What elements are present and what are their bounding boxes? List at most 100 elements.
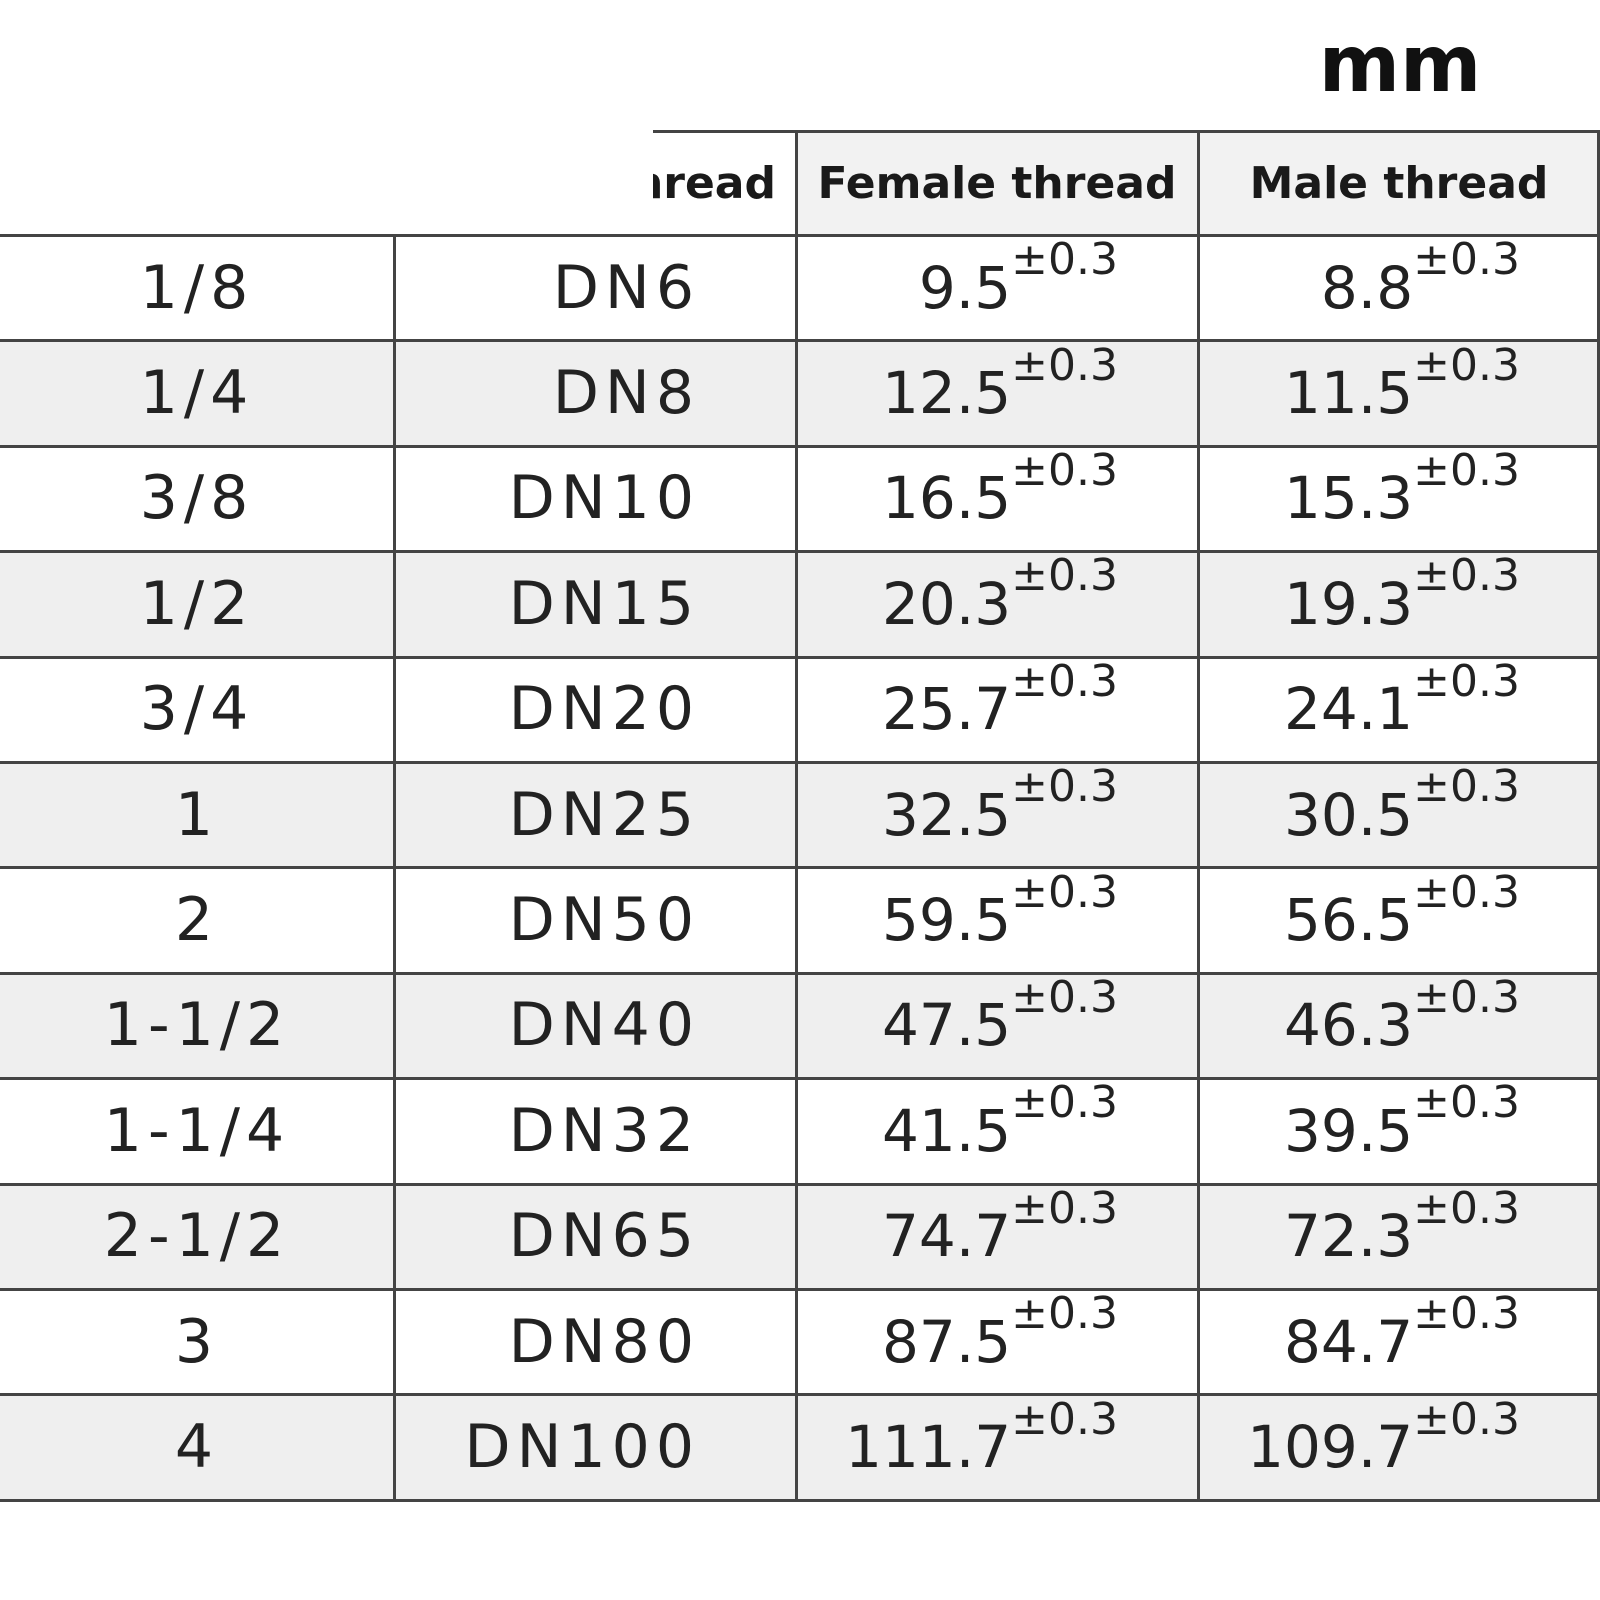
dimension-value: 24.1 xyxy=(1284,675,1414,744)
dimension-cell: 39.5 ±0.3 xyxy=(1198,1078,1600,1183)
dimension-cell: 59.5 ±0.3 xyxy=(796,867,1198,972)
dimension-cell: 24.1 ±0.3 xyxy=(1198,657,1600,762)
border-line xyxy=(0,1393,1600,1397)
dimension-cell: 56.5 ±0.3 xyxy=(1198,867,1600,972)
dimension-value: 8.8 xyxy=(1320,253,1414,322)
tolerance: ±0.3 xyxy=(1011,972,1118,1023)
dimension-value: 32.5 xyxy=(882,780,1012,849)
size-cell: 3 xyxy=(174,1306,220,1377)
row-shade xyxy=(0,551,1600,657)
dimension-value: 11.5 xyxy=(1284,359,1414,428)
tolerance: ±0.3 xyxy=(1413,867,1520,918)
border-line xyxy=(0,339,1600,343)
border-line xyxy=(0,1077,1600,1081)
border-line xyxy=(1597,131,1600,1500)
size-cell: 1 xyxy=(174,779,220,850)
row-shade xyxy=(0,762,1600,868)
dimension-value: 16.5 xyxy=(882,464,1012,533)
dn-cell: DN50 xyxy=(508,885,700,956)
dimension-cell: 11.5 ±0.3 xyxy=(1198,340,1600,445)
border-line xyxy=(0,1498,1600,1502)
dimension-value: 111.7 xyxy=(845,1413,1012,1482)
tolerance: ±0.3 xyxy=(1011,551,1118,602)
dimension-cell: 32.5 ±0.3 xyxy=(796,762,1198,867)
dimension-cell: 111.7 ±0.3 xyxy=(796,1394,1198,1499)
size-cell: 3/8 xyxy=(139,463,255,534)
tolerance: ±0.3 xyxy=(1413,1078,1520,1129)
dimension-value: 20.3 xyxy=(882,569,1012,638)
dimension-value: 84.7 xyxy=(1284,1307,1414,1376)
tolerance: ±0.3 xyxy=(1011,867,1118,918)
size-cell: 1/2 xyxy=(139,568,255,639)
border-line xyxy=(653,130,1600,133)
dimension-value: 47.5 xyxy=(882,991,1012,1060)
dimension-cell: 19.3 ±0.3 xyxy=(1198,551,1600,656)
size-cell: 3/4 xyxy=(139,674,255,745)
size-cell: 1-1/4 xyxy=(103,1095,291,1166)
tolerance: ±0.3 xyxy=(1413,235,1520,286)
tolerance: ±0.3 xyxy=(1413,1394,1520,1445)
dimension-cell: 72.3 ±0.3 xyxy=(1198,1184,1600,1289)
tolerance: ±0.3 xyxy=(1011,656,1118,707)
border-line xyxy=(0,444,1600,448)
dimension-value: 41.5 xyxy=(882,1096,1012,1165)
border-line xyxy=(393,235,396,1500)
border-line xyxy=(0,866,1600,870)
header-cell: hread xyxy=(653,131,796,235)
dn-cell: DN15 xyxy=(508,568,700,639)
dimension-value: 12.5 xyxy=(882,359,1012,428)
unit-label: mm xyxy=(1318,20,1482,110)
tolerance: ±0.3 xyxy=(1413,1183,1520,1234)
dimension-value: 19.3 xyxy=(1284,569,1414,638)
dn-cell: DN6 xyxy=(552,252,700,323)
tolerance: ±0.3 xyxy=(1413,1289,1520,1340)
dimension-value: 46.3 xyxy=(1284,991,1414,1060)
size-cell: 2 xyxy=(174,885,220,956)
dimension-value: 74.7 xyxy=(882,1202,1012,1271)
tolerance: ±0.3 xyxy=(1011,1289,1118,1340)
border-line xyxy=(0,655,1600,659)
dimension-value: 15.3 xyxy=(1284,464,1414,533)
dimension-cell: 46.3 ±0.3 xyxy=(1198,973,1600,1078)
dn-cell: DN65 xyxy=(508,1201,700,1272)
dimension-cell: 109.7 ±0.3 xyxy=(1198,1394,1600,1499)
tolerance: ±0.3 xyxy=(1011,762,1118,813)
dimension-value: 30.5 xyxy=(1284,780,1414,849)
dimension-cell: 9.5 ±0.3 xyxy=(796,235,1198,340)
tolerance: ±0.3 xyxy=(1413,656,1520,707)
tolerance: ±0.3 xyxy=(1413,340,1520,391)
dimension-cell: 25.7 ±0.3 xyxy=(796,657,1198,762)
tolerance: ±0.3 xyxy=(1413,551,1520,602)
dn-cell: DN40 xyxy=(508,990,700,1061)
tolerance: ±0.3 xyxy=(1413,972,1520,1023)
size-cell: 1/4 xyxy=(139,358,255,429)
dimension-cell: 87.5 ±0.3 xyxy=(796,1289,1198,1394)
dn-cell: DN10 xyxy=(508,463,700,534)
row-shade xyxy=(0,972,1600,1079)
dimension-value: 72.3 xyxy=(1284,1202,1414,1271)
header-cell: Male thread xyxy=(1198,131,1600,235)
dimension-value: 39.5 xyxy=(1284,1096,1414,1165)
dn-cell: DN8 xyxy=(552,358,700,429)
dimension-value: 56.5 xyxy=(1284,886,1414,955)
tolerance: ±0.3 xyxy=(1011,235,1118,286)
dn-cell: DN80 xyxy=(508,1306,700,1377)
tolerance: ±0.3 xyxy=(1413,445,1520,496)
border-line xyxy=(1197,131,1200,1500)
size-cell: 1/8 xyxy=(139,252,255,323)
dimension-value: 9.5 xyxy=(918,253,1012,322)
tolerance: ±0.3 xyxy=(1011,340,1118,391)
dimension-cell: 16.5 ±0.3 xyxy=(796,446,1198,551)
border-line xyxy=(0,1288,1600,1291)
tolerance: ±0.3 xyxy=(1011,445,1118,496)
dimension-value: 109.7 xyxy=(1247,1413,1414,1482)
dimension-cell: 12.5 ±0.3 xyxy=(796,340,1198,445)
tolerance: ±0.3 xyxy=(1011,1078,1118,1129)
border-line xyxy=(0,234,1600,237)
dimension-cell: 47.5 ±0.3 xyxy=(796,973,1198,1078)
dimension-cell: 15.3 ±0.3 xyxy=(1198,446,1600,551)
border-line xyxy=(0,1182,1600,1186)
dimension-value: 25.7 xyxy=(882,675,1012,744)
row-shade xyxy=(0,1183,1600,1289)
